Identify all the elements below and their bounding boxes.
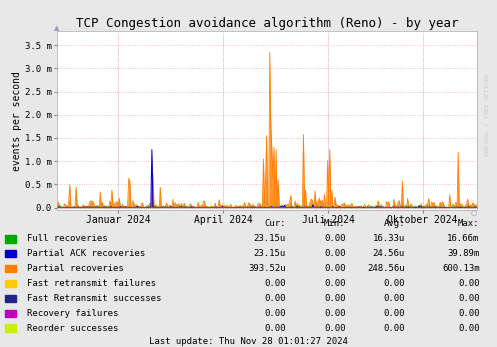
Text: 0.00: 0.00 — [324, 279, 345, 288]
Text: 0.00: 0.00 — [458, 309, 480, 318]
Text: 23.15u: 23.15u — [253, 249, 286, 258]
Text: Min:: Min: — [324, 219, 345, 228]
Text: ▲: ▲ — [55, 25, 60, 31]
Text: 0.00: 0.00 — [458, 294, 480, 303]
Text: Full recoveries: Full recoveries — [27, 234, 108, 243]
Text: 0.00: 0.00 — [264, 294, 286, 303]
Text: 0.00: 0.00 — [324, 249, 345, 258]
Text: 0.00: 0.00 — [264, 279, 286, 288]
Text: 393.52u: 393.52u — [248, 264, 286, 273]
Text: 0.00: 0.00 — [264, 309, 286, 318]
Text: 0.00: 0.00 — [324, 264, 345, 273]
Text: Avg:: Avg: — [384, 219, 405, 228]
Text: RRDTOOL / TOBI OETIKER: RRDTOOL / TOBI OETIKER — [485, 73, 490, 156]
Text: 16.33u: 16.33u — [373, 234, 405, 243]
Text: Last update: Thu Nov 28 01:01:27 2024: Last update: Thu Nov 28 01:01:27 2024 — [149, 337, 348, 346]
Text: 0.00: 0.00 — [264, 324, 286, 333]
Text: Recovery failures: Recovery failures — [27, 309, 119, 318]
Text: 0.00: 0.00 — [324, 324, 345, 333]
Text: 0.00: 0.00 — [324, 234, 345, 243]
Text: 24.56u: 24.56u — [373, 249, 405, 258]
Text: 0.00: 0.00 — [324, 309, 345, 318]
Text: Fast Retransmit successes: Fast Retransmit successes — [27, 294, 162, 303]
Text: 0.00: 0.00 — [458, 279, 480, 288]
Text: Cur:: Cur: — [264, 219, 286, 228]
Text: Fast retransmit failures: Fast retransmit failures — [27, 279, 157, 288]
Text: Partial ACK recoveries: Partial ACK recoveries — [27, 249, 146, 258]
Text: 0.00: 0.00 — [324, 294, 345, 303]
Y-axis label: events per second: events per second — [12, 71, 22, 170]
Text: 600.13m: 600.13m — [442, 264, 480, 273]
Text: 0.00: 0.00 — [384, 324, 405, 333]
Text: 248.56u: 248.56u — [367, 264, 405, 273]
Text: Reorder successes: Reorder successes — [27, 324, 119, 333]
Title: TCP Congestion avoidance algorithm (Reno) - by year: TCP Congestion avoidance algorithm (Reno… — [76, 17, 458, 30]
Text: 0.00: 0.00 — [384, 279, 405, 288]
Text: 39.89m: 39.89m — [447, 249, 480, 258]
Text: Max:: Max: — [458, 219, 480, 228]
Text: 0.00: 0.00 — [384, 309, 405, 318]
Text: 23.15u: 23.15u — [253, 234, 286, 243]
Text: 0.00: 0.00 — [384, 294, 405, 303]
Text: ○: ○ — [471, 210, 477, 216]
Text: 0.00: 0.00 — [458, 324, 480, 333]
Text: 16.66m: 16.66m — [447, 234, 480, 243]
Text: Partial recoveries: Partial recoveries — [27, 264, 124, 273]
